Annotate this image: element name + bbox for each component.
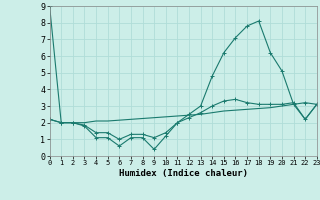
X-axis label: Humidex (Indice chaleur): Humidex (Indice chaleur) [119, 169, 248, 178]
